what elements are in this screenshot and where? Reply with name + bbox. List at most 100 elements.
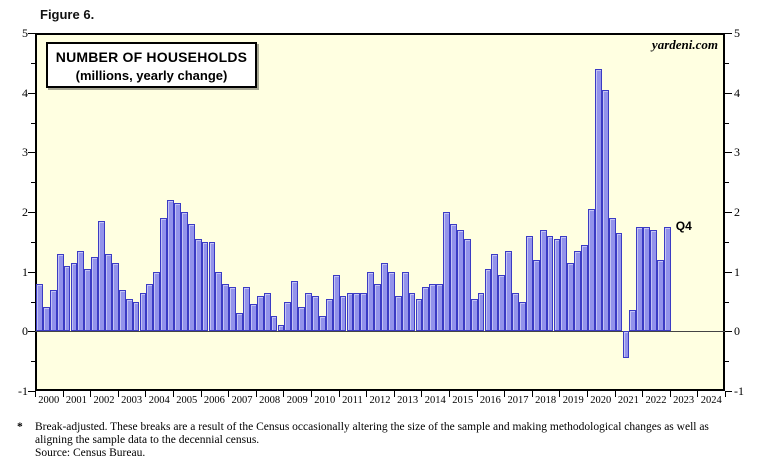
bar (567, 262, 575, 332)
x-axis-label: 2016 (479, 395, 501, 406)
y-axis-tick (31, 241, 35, 243)
y-axis-label: 2 (734, 205, 740, 219)
x-axis-tick (669, 391, 671, 397)
footnote: * Break-adjusted. These breaks are a res… (17, 421, 757, 460)
x-axis-label: 2006 (203, 395, 225, 406)
bar (594, 68, 602, 332)
bar (49, 289, 57, 332)
bar (118, 289, 126, 332)
x-axis-tick (587, 391, 588, 397)
bar (539, 229, 547, 332)
bar (36, 283, 43, 332)
bar (91, 256, 99, 332)
y-axis-label: 3 (22, 145, 28, 160)
x-axis-tick (228, 391, 230, 397)
bar (401, 271, 409, 332)
bar (270, 316, 278, 332)
bar (167, 200, 174, 332)
y-axis-label: 0 (22, 324, 28, 339)
bar (629, 310, 637, 332)
bar (70, 262, 78, 332)
y-axis-label: 3 (734, 145, 740, 160)
bar (456, 229, 464, 332)
y-axis-label: 5 (734, 26, 740, 40)
bar (360, 292, 368, 332)
bar (470, 298, 478, 332)
x-axis-label: 2009 (286, 395, 308, 406)
y-axis-tick (28, 331, 35, 333)
x-axis-label: 2004 (148, 395, 170, 406)
bar (346, 292, 354, 332)
x-axis-label: 2002 (93, 395, 115, 406)
x-axis-tick (559, 391, 561, 397)
bar (42, 307, 50, 332)
y-axis-tick (31, 122, 35, 124)
x-axis-label: 2024 (700, 395, 722, 406)
x-axis-tick (366, 391, 368, 397)
bar (636, 226, 644, 332)
footnote-asterisk: * (17, 421, 23, 433)
bar (657, 259, 664, 332)
x-axis-label: 2017 (507, 395, 529, 406)
y-axis-tick (725, 301, 729, 303)
y-axis-tick (725, 152, 732, 154)
x-axis-tick (725, 391, 726, 397)
x-axis-label: 2012 (369, 395, 391, 406)
chart-title: NUMBER OF HOUSEHOLDS (55, 49, 248, 65)
x-axis-tick (283, 391, 285, 397)
y-axis-tick (725, 331, 732, 333)
watermark-yardeni: yardeni.com (651, 37, 718, 52)
y-axis-label: 4 (734, 85, 740, 100)
x-axis-tick (311, 391, 312, 397)
bar (111, 262, 119, 332)
bar (332, 274, 340, 332)
bar (139, 292, 147, 332)
y-axis-tick (725, 361, 729, 363)
bar (408, 292, 416, 332)
bar (663, 226, 671, 332)
zero-line (35, 331, 725, 333)
y-axis-tick (725, 391, 732, 392)
bar (132, 301, 140, 332)
bar (277, 325, 285, 332)
x-axis-label: 2018 (535, 395, 557, 406)
bar (98, 220, 105, 332)
x-axis-label: 2000 (38, 395, 60, 406)
y-axis-tick (725, 33, 732, 34)
bar (601, 89, 609, 332)
y-axis-tick (725, 62, 729, 64)
bar (284, 301, 292, 332)
chart-subtitle: (millions, yearly change) (75, 68, 228, 83)
last-point-annotation: Q4 (675, 218, 692, 233)
bar (105, 253, 112, 332)
x-axis-label: 2022 (645, 395, 667, 406)
y-axis-tick (28, 391, 35, 392)
bar (581, 244, 588, 332)
bar (546, 235, 554, 332)
x-axis-tick (35, 391, 36, 397)
bar (394, 295, 402, 332)
x-axis-tick (338, 391, 340, 397)
y-axis-tick (725, 122, 729, 124)
x-axis-label: 2023 (673, 395, 695, 406)
x-axis-tick (697, 391, 699, 397)
x-axis-label: 2011 (342, 395, 363, 406)
bar (174, 203, 181, 332)
x-axis-label: 2007 (231, 395, 253, 406)
bar (318, 316, 326, 332)
bar (305, 292, 312, 332)
bar (187, 223, 195, 332)
bar (608, 217, 616, 332)
x-axis-label: 2015 (452, 395, 474, 406)
x-axis-tick (62, 391, 64, 397)
bar (505, 250, 513, 332)
bar (353, 292, 361, 332)
bar (194, 238, 202, 332)
y-axis-tick (31, 301, 35, 303)
y-axis-tick (28, 92, 35, 94)
x-axis-tick (421, 391, 423, 397)
x-axis-tick (614, 391, 616, 397)
bar (180, 212, 188, 332)
bar (56, 253, 64, 332)
